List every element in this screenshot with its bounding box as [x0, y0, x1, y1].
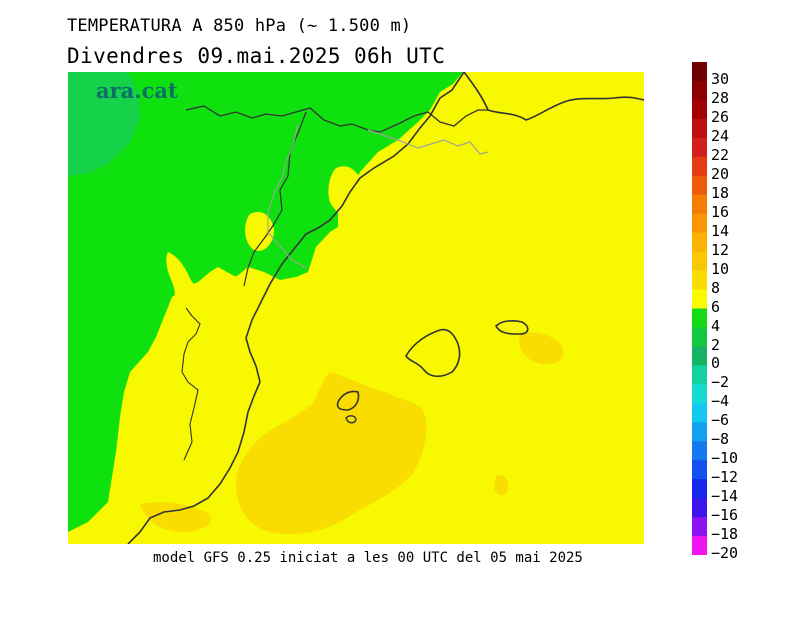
field-yellow-pyrenees-pocket — [245, 211, 274, 251]
colorbar-swatch — [692, 403, 707, 423]
border-pyrenees — [185, 105, 488, 133]
colorbar-label: 14 — [711, 221, 730, 240]
colorbar-label: 12 — [711, 240, 730, 259]
colorbar-label: 0 — [711, 354, 721, 373]
logo: ara.cat — [96, 78, 178, 103]
colorbar-swatch — [692, 441, 707, 461]
colorbar — [692, 62, 707, 555]
colorbar-swatch — [692, 156, 707, 177]
colorbar-swatch — [692, 460, 707, 480]
colorbar-label: 26 — [711, 107, 730, 126]
colorbar-label: −16 — [711, 506, 739, 525]
colorbar-label: −20 — [711, 544, 739, 562]
colorbar-label: 4 — [711, 316, 721, 335]
colorbar-label: 18 — [711, 183, 730, 202]
border-valencia — [367, 129, 489, 155]
field-orange-east — [519, 332, 564, 364]
colorbar-label: −6 — [711, 411, 730, 430]
colorbar-swatch — [692, 137, 707, 158]
colorbar-labels: 30 28 26 24 22 20 18 16 14 12 10 8 6 4 2 0 −2 −4 −6 −8 −10 −1… — [711, 62, 791, 561]
colorbar-swatch — [692, 498, 707, 518]
colorbar-swatch — [692, 384, 707, 404]
colorbar-swatch — [692, 175, 707, 196]
colorbar-swatch — [692, 232, 707, 253]
colorbar-label: −2 — [711, 373, 730, 392]
colorbar-swatch — [692, 346, 707, 366]
field-yellow-north — [328, 166, 366, 221]
colorbar-swatch — [692, 479, 707, 499]
colorbar-label: 22 — [711, 145, 730, 164]
colorbar-label: 16 — [711, 202, 730, 221]
island-ibiza — [336, 390, 360, 411]
colorbar-label: 6 — [711, 297, 721, 316]
colorbar-swatch — [692, 251, 707, 272]
colorbar-swatch — [692, 536, 707, 555]
colorbar-label: 10 — [711, 259, 730, 278]
island-menorca — [495, 320, 529, 335]
border-andorra — [267, 123, 307, 269]
colorbar-label: −14 — [711, 487, 739, 506]
coastline-iberia — [127, 72, 465, 544]
colorbar-swatch — [692, 308, 707, 329]
colorbar-label: 28 — [711, 89, 730, 107]
field-orange-sw — [140, 502, 212, 532]
colorbar-swatch — [692, 270, 707, 291]
colorbar-swatch — [692, 118, 707, 139]
colorbar-swatch — [692, 80, 707, 101]
field-orange-south — [236, 372, 427, 535]
colorbar-label: −18 — [711, 525, 739, 544]
field-green-west — [68, 72, 463, 532]
coastline-france — [463, 72, 644, 121]
colorbar-label: −12 — [711, 468, 739, 487]
chart-subtitle: Divendres 09.mai.2025 06h UTC — [67, 44, 446, 68]
colorbar-swatch — [692, 289, 707, 310]
colorbar-label: 20 — [711, 164, 730, 183]
field-yellow-west-lobe — [155, 388, 186, 429]
chart-title: TEMPERATURA A 850 hPa (~ 1.500 m) — [67, 16, 412, 36]
colorbar-swatch — [692, 62, 707, 82]
colorbar-swatch — [692, 422, 707, 442]
colorbar-swatch — [692, 365, 707, 385]
colorbar-swatch — [692, 194, 707, 215]
field-orange-small — [494, 474, 509, 496]
colorbar-label: 8 — [711, 278, 721, 297]
island-formentera — [345, 415, 357, 424]
colorbar-label: 24 — [711, 126, 730, 145]
colorbar-swatch — [692, 327, 707, 348]
temperature-map — [68, 72, 644, 544]
field-green-dark — [68, 72, 140, 176]
colorbar-label: −4 — [711, 392, 730, 411]
colorbar-label: −8 — [711, 430, 730, 449]
colorbar-swatch — [692, 99, 707, 120]
field-yellow-inland — [139, 252, 275, 432]
colorbar-swatch — [692, 517, 707, 537]
island-mallorca — [405, 328, 461, 378]
colorbar-swatch — [692, 213, 707, 234]
footer-note: model GFS 0.25 iniciat a les 00 UTC del … — [153, 550, 583, 566]
colorbar-label: 2 — [711, 335, 721, 354]
border-catalonia-aragon — [181, 307, 201, 461]
colorbar-label: −10 — [711, 449, 739, 468]
colorbar-label: 30 — [711, 70, 730, 88]
